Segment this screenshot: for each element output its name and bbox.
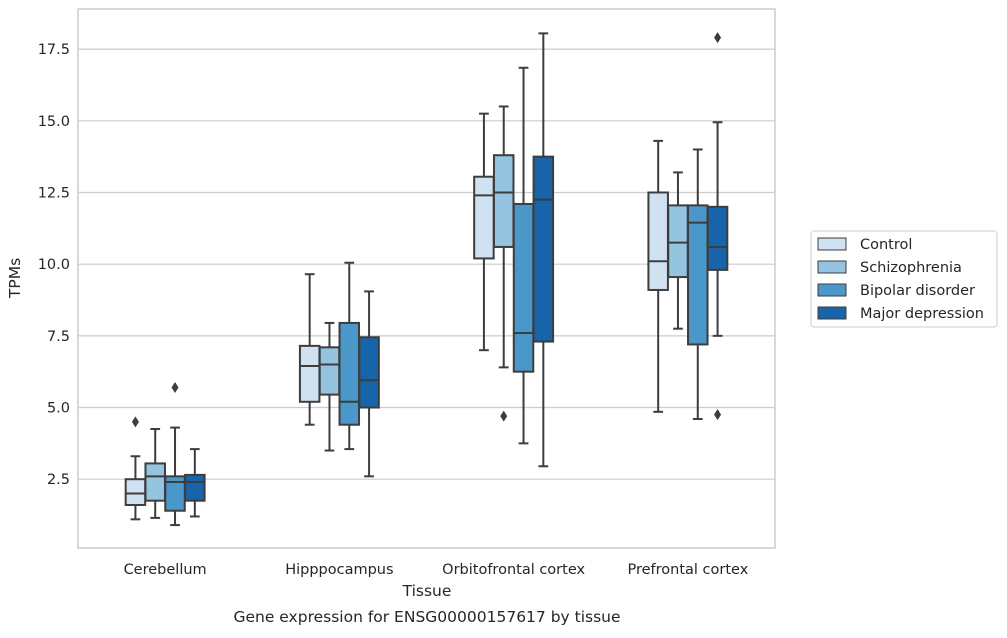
- box-control: [647, 139, 669, 413]
- box-schizophrenia: [318, 321, 341, 452]
- box-schizophrenia: [667, 171, 689, 330]
- legend-swatch: [817, 237, 847, 251]
- y-tick-label: 15.0: [38, 114, 70, 130]
- box-major-depression: [184, 448, 206, 518]
- plot-area: [124, 32, 729, 527]
- box-major-depression: [706, 32, 729, 421]
- box-control: [124, 416, 147, 521]
- box-bipolar-disorder: [338, 261, 361, 451]
- outlier-point: [500, 410, 508, 422]
- x-tick-label: Cerebellum: [124, 562, 207, 578]
- box-bipolar-disorder: [164, 381, 186, 527]
- box-iqr: [647, 191, 669, 291]
- outlier-point: [131, 416, 139, 428]
- box-iqr: [184, 473, 206, 502]
- legend-label: Control: [860, 237, 912, 253]
- outlier-point: [171, 381, 179, 393]
- box-schizophrenia: [492, 105, 515, 422]
- x-tick-label: Orbitofrontal cortex: [442, 562, 585, 578]
- box-iqr: [298, 344, 321, 403]
- outlier-point: [714, 32, 722, 44]
- box-bipolar-disorder: [687, 148, 709, 420]
- y-axis-label: TPMs: [6, 258, 24, 299]
- legend-frame: [810, 230, 998, 328]
- legend-swatch: [817, 283, 847, 297]
- box-iqr: [706, 205, 729, 271]
- box-control: [473, 112, 495, 352]
- legend-label: Major depression: [860, 306, 984, 322]
- box-bipolar-disorder: [512, 66, 535, 445]
- box-iqr: [358, 336, 380, 409]
- legend: Control Schizophrenia Bipolar disorder Majo…: [810, 230, 998, 328]
- grid-lines: [78, 48, 775, 480]
- box-major-depression: [532, 32, 555, 468]
- outlier-point: [714, 409, 722, 421]
- chart-caption: Gene expression for ENSG00000157617 by t…: [233, 608, 620, 626]
- legend-swatch: [817, 306, 847, 320]
- box-schizophrenia: [144, 428, 166, 519]
- box-iqr: [473, 175, 495, 260]
- legend-label: Schizophrenia: [860, 260, 962, 276]
- y-tick-label: 17.5: [38, 42, 70, 58]
- box-iqr: [492, 154, 515, 248]
- box-iqr: [667, 204, 689, 279]
- box-iqr: [124, 478, 147, 506]
- box-iqr: [532, 155, 555, 343]
- x-tick-label: Hipppocampus: [285, 562, 393, 578]
- y-tick-label: 10.0: [38, 257, 70, 273]
- y-tick-label: 5.0: [47, 401, 70, 417]
- box-iqr: [144, 462, 166, 502]
- y-tick-label: 2.5: [47, 472, 70, 488]
- y-tick-label: 12.5: [38, 185, 70, 201]
- legend-swatch: [817, 260, 847, 274]
- box-iqr: [318, 346, 341, 396]
- x-tick-label: Prefrontal cortex: [627, 562, 748, 578]
- box-major-depression: [358, 290, 380, 478]
- box-iqr: [338, 321, 361, 426]
- box-control: [298, 273, 321, 426]
- box-iqr: [687, 204, 709, 346]
- y-tick-label: 7.5: [47, 329, 70, 345]
- legend-label: Bipolar disorder: [860, 283, 975, 299]
- box-iqr: [512, 202, 535, 373]
- plot-frame: [77, 8, 776, 549]
- x-axis-label: Tissue: [402, 582, 452, 600]
- axes: 2.5 5.0 7.5 10.0 12.5 15.0 17.5 Cerebellum Hippp…: [38, 8, 776, 578]
